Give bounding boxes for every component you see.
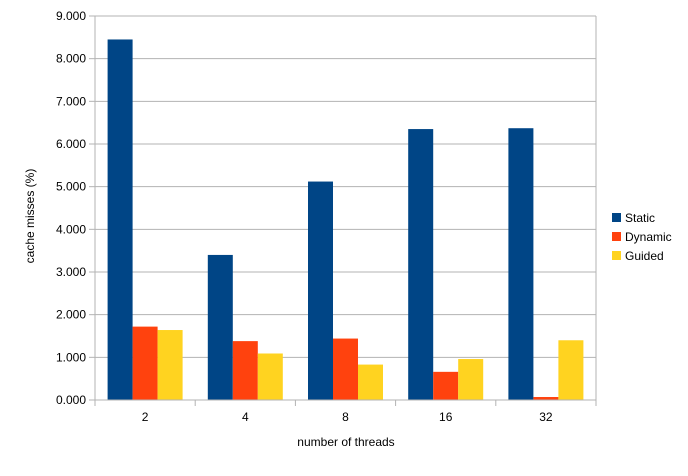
legend-swatch-dynamic (612, 232, 621, 241)
bar-dynamic-8 (333, 338, 358, 400)
y-tick-label: 6.000 (56, 137, 86, 151)
bar-static-2 (107, 39, 133, 400)
y-tick-label: 4.000 (56, 222, 86, 236)
legend-label-guided: Guided (625, 249, 664, 263)
bar-guided-32 (558, 340, 584, 400)
bar-dynamic-32 (533, 397, 559, 400)
bar-guided-16 (458, 359, 484, 400)
x-axis-title: number of threads (297, 435, 394, 449)
y-tick-label: 2.000 (56, 308, 86, 322)
y-tick-label: 1.000 (56, 350, 86, 364)
bar-dynamic-2 (132, 326, 158, 400)
legend: Static Dynamic Guided (612, 211, 672, 263)
legend-label-static: Static (625, 211, 655, 225)
bar-static-8 (308, 181, 333, 400)
y-tick-label: 9.000 (56, 9, 86, 23)
bar-static-32 (508, 128, 534, 401)
legend-label-dynamic: Dynamic (625, 230, 672, 244)
x-tick-label: 4 (242, 410, 249, 424)
y-tick-label: 7.000 (56, 94, 86, 108)
bar-guided-8 (358, 364, 383, 400)
y-tick-label: 3.000 (56, 265, 86, 279)
y-tick-label: 0.000 (56, 393, 86, 407)
x-tick-label: 16 (439, 410, 453, 424)
bar-dynamic-4 (232, 341, 258, 400)
x-tick-label: 32 (539, 410, 553, 424)
bars (107, 39, 584, 401)
axes: 0.000 1.000 2.000 3.000 4.000 5.000 6.000 7.000… (56, 9, 597, 424)
bar-dynamic-16 (433, 371, 459, 400)
legend-swatch-static (612, 213, 621, 222)
legend-swatch-guided (612, 251, 621, 260)
bar-static-4 (207, 254, 233, 400)
x-tick-label: 8 (342, 410, 349, 424)
bar-guided-2 (157, 330, 183, 400)
x-tick-label: 2 (142, 410, 149, 424)
y-tick-label: 8.000 (56, 52, 86, 66)
y-axis-title: cache misses (%) (23, 169, 37, 264)
bar-guided-4 (257, 353, 283, 400)
y-tick-label: 5.000 (56, 180, 86, 194)
bar-static-16 (408, 129, 434, 401)
